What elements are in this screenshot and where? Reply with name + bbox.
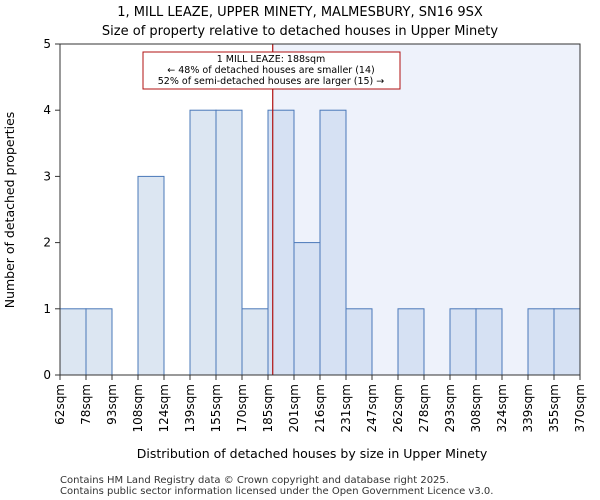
annotation-line-2: ← 48% of detached houses are smaller (14… [167,65,374,76]
x-tick-label: 293sqm [443,384,457,432]
bar-339sqm [527,308,555,376]
x-tick-label: 78sqm [79,384,93,425]
bar-78sqm [85,308,113,376]
bar-262sqm [397,308,425,376]
y-tick-label: 1 [43,302,51,316]
chart-subtitle: Size of property relative to detached ho… [102,24,498,39]
x-tick-label: 308sqm [469,384,483,432]
annotation-box: 1 MILL LEAZE: 188sqm ← 48% of detached h… [142,51,401,90]
annotation-line-3: 52% of semi-detached houses are larger (… [158,76,385,87]
x-tick-label: 262sqm [391,384,405,432]
y-tick-label: 4 [43,103,51,117]
y-tick-label: 2 [43,236,51,250]
x-tick-label: 324sqm [495,384,509,432]
y-axis-label: Number of detached properties [2,112,17,309]
y-tick-label: 0 [43,368,51,382]
bar-293sqm [449,308,477,376]
x-tick-label: 185sqm [261,384,275,432]
y-tick-label: 3 [43,169,51,183]
x-tick-label: 216sqm [313,384,327,432]
bar-62sqm [59,308,87,376]
annotation-border [142,51,401,90]
x-ticks-group: 62sqm 78sqm 93sqm 108sqm 124sqm 139sqm 155sqm 1… [53,375,587,432]
bar-185sqm [267,109,295,376]
bar-355sqm [553,308,581,376]
x-tick-label: 139sqm [183,384,197,432]
x-tick-label: 170sqm [235,384,249,432]
bar-201sqm [293,242,321,376]
x-tick-label: 247sqm [365,384,379,432]
x-tick-label: 355sqm [547,384,561,432]
x-tick-label: 155sqm [209,384,223,432]
bar-308sqm [475,308,503,376]
annotation-line-1: 1 MILL LEAZE: 188sqm [217,54,326,65]
footer-line-1: Contains HM Land Registry data © Crown c… [60,475,449,486]
x-axis-label: Distribution of detached houses by size … [137,446,488,461]
x-tick-label: 108sqm [131,384,145,432]
bars-group [59,109,581,376]
bar-231sqm [345,308,373,376]
bar-139sqm [189,109,217,376]
chart-title: 1, MILL LEAZE, UPPER MINETY, MALMESBURY,… [117,5,483,20]
x-tick-label: 201sqm [287,384,301,432]
y-ticks-group: 0 1 2 3 4 5 [43,37,60,382]
x-tick-label: 231sqm [339,384,353,432]
bar-216sqm [319,109,347,376]
footer-line-2: Contains public sector information licen… [60,486,493,497]
x-tick-label: 124sqm [157,384,171,432]
bar-108sqm [137,175,165,376]
bar-155sqm [215,109,243,376]
x-tick-label: 339sqm [521,384,535,432]
x-tick-label: 62sqm [53,384,67,425]
x-tick-label: 278sqm [417,384,431,432]
plot-frame [59,43,581,376]
y-tick-label: 5 [43,37,51,51]
x-tick-label: 370sqm [573,384,587,432]
x-tick-label: 93sqm [105,384,119,425]
bar-170sqm [241,308,269,376]
